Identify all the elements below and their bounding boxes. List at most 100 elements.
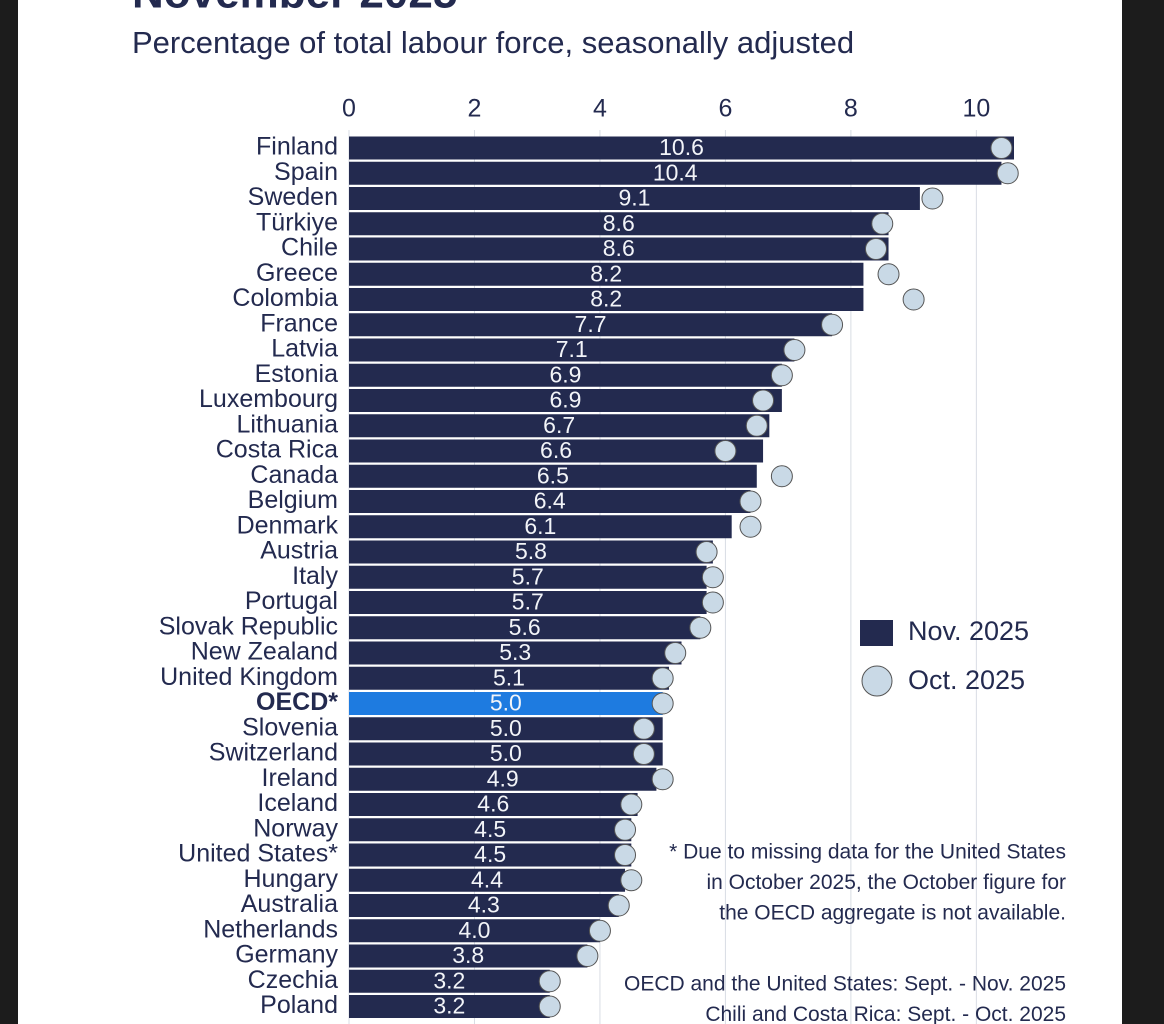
category-label: Denmark bbox=[237, 511, 339, 539]
bar bbox=[349, 692, 663, 715]
oct-marker bbox=[996, 162, 1019, 185]
bar bbox=[349, 338, 795, 362]
bar bbox=[349, 995, 550, 1018]
category-label: Czechia bbox=[248, 966, 338, 994]
oct-marker bbox=[651, 692, 674, 715]
category-label: Lithuania bbox=[237, 410, 339, 438]
oct-marker bbox=[739, 490, 762, 513]
oct-marker bbox=[632, 717, 655, 740]
oct-marker bbox=[689, 616, 712, 639]
bar bbox=[349, 818, 632, 842]
oct-marker bbox=[745, 414, 768, 437]
category-label: Slovak Republic bbox=[159, 612, 338, 640]
category-label: Austria bbox=[260, 537, 338, 565]
frame-left bbox=[0, 0, 18, 1024]
bar bbox=[349, 591, 707, 614]
bar bbox=[349, 439, 764, 463]
category-label: Finland bbox=[256, 133, 338, 161]
value-label: 5.0 bbox=[490, 740, 522, 766]
value-label: 7.7 bbox=[575, 311, 607, 337]
value-label: 9.1 bbox=[618, 185, 650, 211]
category-label: Australia bbox=[241, 890, 338, 918]
oct-marker bbox=[877, 263, 900, 286]
x-tick-label: 0 bbox=[342, 95, 356, 123]
category-label: Poland bbox=[260, 991, 338, 1019]
value-label: 5.7 bbox=[512, 563, 544, 589]
oct-marker bbox=[701, 591, 724, 614]
bar bbox=[349, 919, 600, 943]
category-label: Türkiye bbox=[256, 208, 338, 236]
footnote: the OECD aggregate is not available. bbox=[719, 902, 1066, 925]
oct-marker bbox=[770, 364, 793, 387]
bar bbox=[349, 515, 732, 539]
category-label: United Kingdom bbox=[160, 663, 338, 691]
category-label: OECD* bbox=[256, 688, 338, 716]
bar bbox=[349, 414, 770, 438]
footnote: Chili and Costa Rica: Sept. - Oct. 2025 bbox=[705, 1003, 1066, 1024]
oct-marker bbox=[607, 894, 630, 917]
value-label: 5.1 bbox=[493, 664, 525, 690]
category-label: New Zealand bbox=[191, 638, 338, 666]
oct-marker bbox=[651, 768, 674, 791]
oct-marker bbox=[695, 541, 718, 563]
value-label: 7.1 bbox=[556, 336, 588, 362]
bar bbox=[349, 565, 707, 589]
category-label: Slovenia bbox=[242, 713, 338, 741]
oct-marker bbox=[752, 389, 775, 412]
value-label: 4.4 bbox=[471, 866, 503, 892]
value-label: 4.0 bbox=[458, 917, 490, 943]
bar bbox=[349, 742, 663, 766]
bar bbox=[349, 161, 1002, 185]
bar bbox=[349, 363, 782, 387]
value-label: 6.6 bbox=[540, 437, 572, 463]
oct-marker bbox=[902, 288, 925, 311]
category-label: Canada bbox=[250, 461, 338, 489]
value-label: 5.0 bbox=[490, 715, 522, 741]
x-tick-label: 4 bbox=[593, 95, 607, 123]
value-label: 5.0 bbox=[490, 690, 522, 716]
category-label: United States* bbox=[178, 840, 338, 868]
category-label: Estonia bbox=[255, 360, 338, 388]
category-label: Ireland bbox=[262, 764, 338, 792]
value-label: 8.2 bbox=[590, 260, 622, 286]
bar bbox=[349, 237, 889, 261]
oct-marker bbox=[620, 869, 643, 892]
bar bbox=[349, 262, 864, 286]
bar bbox=[349, 944, 588, 968]
x-tick-label: 10 bbox=[962, 95, 990, 123]
oct-marker bbox=[620, 793, 643, 816]
category-label: Netherlands bbox=[203, 915, 338, 943]
oct-marker bbox=[783, 339, 806, 361]
bar bbox=[349, 464, 757, 488]
category-label: Iceland bbox=[257, 789, 338, 817]
category-label: Latvia bbox=[271, 335, 338, 363]
oct-marker bbox=[921, 187, 944, 210]
oct-marker bbox=[538, 995, 561, 1018]
category-label: Colombia bbox=[232, 284, 338, 312]
category-label: Greece bbox=[256, 259, 338, 287]
x-tick-label: 6 bbox=[718, 95, 732, 123]
value-label: 10.6 bbox=[659, 134, 704, 160]
footnote: in October 2025, the October figure for bbox=[706, 871, 1066, 894]
value-label: 8.6 bbox=[603, 210, 635, 236]
oct-marker bbox=[871, 212, 894, 235]
value-label: 3.2 bbox=[433, 993, 465, 1019]
bar bbox=[349, 666, 669, 690]
value-label: 8.2 bbox=[590, 286, 622, 312]
oct-marker bbox=[576, 945, 599, 967]
oct-marker bbox=[651, 667, 674, 690]
bar bbox=[349, 490, 751, 513]
x-tick-label: 8 bbox=[844, 95, 858, 123]
bar bbox=[349, 187, 920, 210]
oct-marker bbox=[632, 743, 655, 765]
bar bbox=[349, 212, 889, 236]
value-label: 3.8 bbox=[452, 942, 484, 968]
value-label: 6.9 bbox=[549, 387, 581, 413]
category-label: Spain bbox=[274, 158, 338, 186]
value-label: 4.5 bbox=[474, 841, 506, 867]
category-label: France bbox=[260, 309, 338, 337]
bar bbox=[349, 540, 713, 564]
value-label: 4.9 bbox=[487, 765, 519, 791]
value-label: 4.6 bbox=[477, 791, 509, 817]
